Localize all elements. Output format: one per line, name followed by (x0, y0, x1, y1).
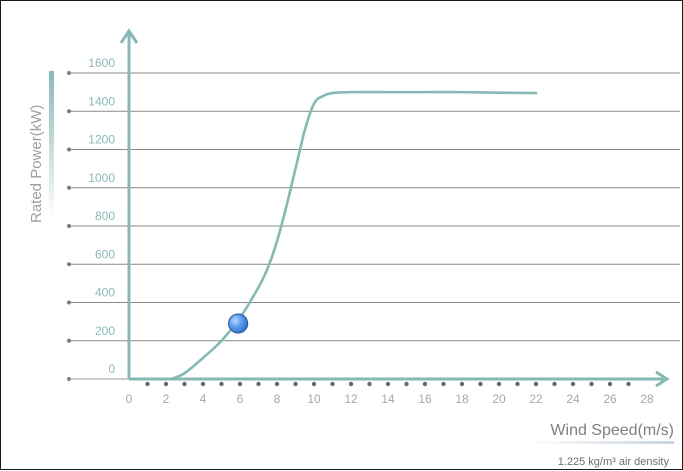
x-tick-label: 12 (344, 392, 358, 406)
x-axis-dot (219, 381, 224, 387)
x-axis-dot (422, 381, 428, 387)
y-tick-dot (67, 224, 71, 228)
x-axis-dot (348, 381, 354, 387)
x-tick-label: 22 (529, 392, 543, 406)
x-axis-dot (330, 381, 335, 387)
x-tick-label: 16 (418, 392, 432, 406)
x-tick-label: 2 (163, 392, 170, 406)
x-tick-label: 4 (200, 392, 207, 406)
x-tick-label: 10 (307, 392, 321, 406)
x-axis-dot (552, 381, 557, 387)
operating-point-marker (228, 313, 249, 334)
x-tick-labels: 0 2 4 6 8 10 12 14 16 18 20 22 24 26 28 (126, 392, 654, 406)
x-tick-label: 14 (381, 392, 395, 406)
x-axis-dot (441, 381, 446, 387)
x-axis-dots (145, 381, 631, 387)
x-axis-dot (478, 381, 483, 387)
x-axis-dot (496, 381, 502, 387)
x-axis-dot (200, 381, 206, 387)
x-axis-dot (533, 381, 539, 387)
x-axis-dot (607, 381, 613, 387)
y-tick-label: 400 (95, 286, 115, 300)
y-tick-dot (67, 338, 71, 343)
x-axis-dot (163, 381, 169, 387)
x-axis-arrow (655, 370, 670, 388)
x-tick-label: 24 (566, 392, 580, 406)
y-label-accent-bar (49, 71, 54, 221)
x-axis-dot (274, 381, 280, 387)
power-curve-series (170, 90, 538, 381)
y-tick-dot (67, 109, 71, 114)
x-tick-label: 20 (492, 392, 506, 406)
y-tick-dot (67, 147, 71, 152)
y-tick-label: 1600 (88, 56, 115, 70)
x-tick-label: 26 (603, 392, 617, 406)
x-axis-dot (459, 381, 465, 387)
power-curve-line (170, 90, 538, 381)
x-axis-dot (589, 381, 594, 387)
x-axis-dot (182, 381, 187, 387)
x-axis-dot (293, 381, 298, 387)
x-tick-label: 28 (640, 392, 654, 406)
y-tick-label: 200 (95, 324, 115, 338)
x-axis-dot (515, 381, 520, 387)
x-axis-dot (256, 381, 261, 387)
y-tick-label: 0 (108, 362, 115, 376)
y-tick-dot (67, 300, 71, 305)
x-axis-dot (237, 381, 243, 387)
x-tick-label: 18 (455, 392, 469, 406)
y-tick-label: 1400 (88, 94, 115, 108)
operating-point-dot (228, 313, 249, 334)
y-tick-dot (67, 71, 71, 75)
x-axis-dot (404, 381, 409, 387)
x-axis-dot (385, 381, 391, 387)
y-axis-arrow (119, 28, 139, 44)
x-axis-dot (145, 381, 150, 387)
x-axis-label: Wind Speed(m/s) (550, 422, 674, 439)
y-tick-dot (67, 262, 71, 267)
y-tick-label: 1200 (88, 133, 115, 147)
x-tick-label: 0 (126, 392, 133, 406)
y-tick-label: 600 (95, 247, 115, 261)
x-axis-dot (626, 381, 631, 387)
x-tick-label: 6 (237, 392, 244, 406)
x-tick-label: 8 (274, 392, 281, 406)
grid-lines (67, 71, 680, 381)
x-label-underline (526, 441, 674, 444)
y-tick-label: 1000 (88, 171, 115, 185)
x-axis-dot (570, 381, 576, 387)
x-axis-dot (311, 381, 317, 387)
y-axis-label: Rated Power(kW) (28, 105, 45, 223)
air-density-note: 1.225 kg/m³ air density (558, 456, 670, 468)
y-tick-labels: 0 200 400 600 800 1000 1200 1400 1600 (88, 56, 115, 376)
y-tick-label: 800 (95, 209, 115, 223)
y-tick-dot (67, 185, 71, 190)
x-axis-dot (367, 381, 372, 387)
